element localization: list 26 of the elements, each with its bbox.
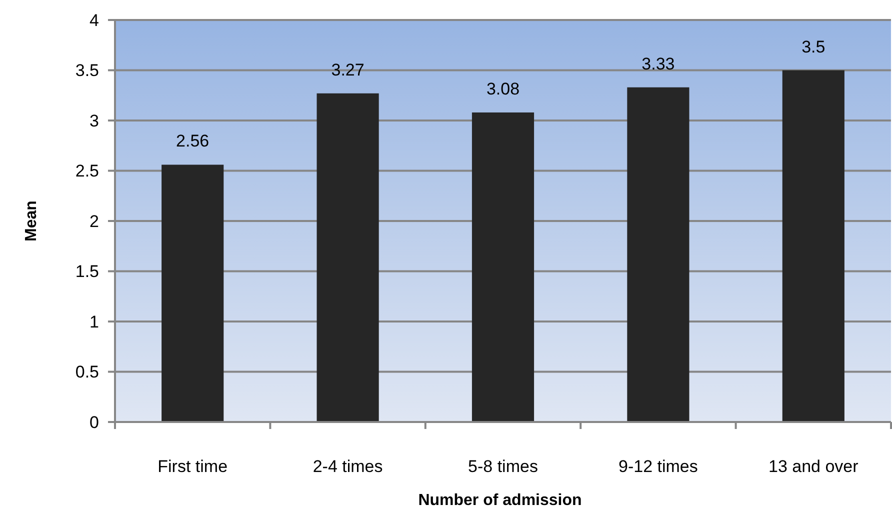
x-axis-title: Number of admission	[418, 492, 582, 509]
x-tick-label: 13 and over	[768, 457, 859, 476]
data-label: 3.08	[486, 79, 520, 98]
data-label: 3.5	[802, 37, 826, 56]
bar	[472, 112, 534, 422]
y-tick-label: 0	[90, 412, 99, 432]
bar	[316, 93, 379, 422]
bar	[782, 70, 844, 422]
y-tick-label: 0.5	[75, 362, 99, 382]
x-tick-label: 5-8 times	[468, 457, 538, 476]
y-tick-label: 3	[90, 111, 99, 130]
x-tick-label: 9-12 times	[618, 457, 698, 476]
bar	[162, 164, 224, 422]
y-tick-label: 1.5	[75, 262, 99, 282]
x-tick-label: First time	[158, 457, 228, 476]
y-tick-label: 1	[90, 312, 99, 332]
data-label: 2.56	[176, 132, 210, 151]
data-label: 3.33	[642, 54, 675, 74]
y-tick-label: 4	[90, 10, 99, 30]
x-tick-label: 2-4 times	[312, 457, 383, 476]
bar	[627, 87, 690, 422]
y-tick-label: 2	[90, 212, 99, 231]
y-axis-title: Mean	[23, 200, 40, 242]
y-tick-label: 2.5	[75, 162, 99, 181]
y-tick-label: 3.5	[75, 61, 99, 80]
data-label: 3.27	[331, 60, 364, 80]
